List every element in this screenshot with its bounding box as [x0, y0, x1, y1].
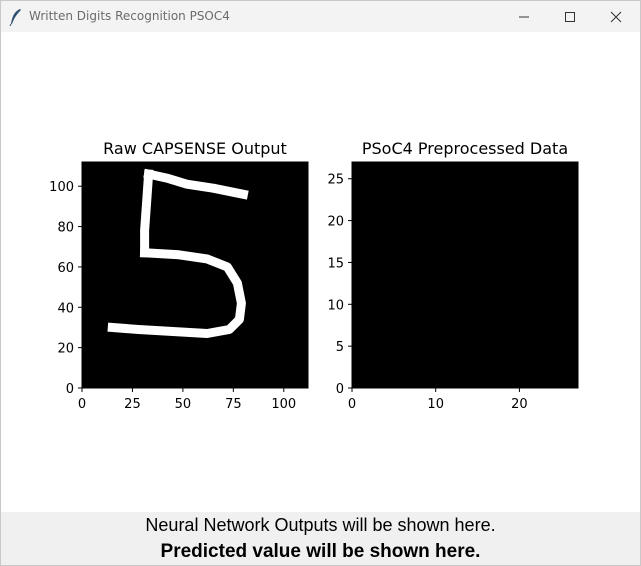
preprocessed-chart-title: PSoC4 Preprocessed Data	[362, 139, 568, 158]
raw-xtick-label: 25	[124, 397, 141, 412]
maximize-button[interactable]	[547, 1, 593, 32]
preprocessed-xtick-label: 20	[511, 397, 528, 412]
close-button[interactable]	[593, 1, 639, 32]
raw-ytick-label: 0	[66, 382, 74, 397]
preprocessed-ytick-label: 25	[327, 173, 344, 188]
plot-area: Raw CAPSENSE Output 0 25 50 75 1000204060801…	[49, 139, 579, 412]
preprocessed-ytick-label: 10	[327, 298, 344, 313]
digit-stroke-segment-2	[140, 169, 154, 258]
minimize-icon	[519, 16, 529, 18]
preprocessed-ytick-label: 0	[336, 382, 344, 397]
raw-ytick-label: 80	[57, 221, 74, 236]
prediction-label: Predicted value will be shown here.	[160, 541, 481, 562]
title-bar[interactable]: Written Digits Recognition PSOC4	[1, 1, 640, 32]
preprocessed-image-frame	[351, 161, 579, 389]
raw-image-frame	[81, 161, 309, 389]
preprocessed-xtick-label: 10	[427, 397, 444, 412]
raw-ytick-label: 40	[57, 301, 74, 316]
raw-xtick-label: 0	[78, 397, 86, 412]
raw-chart-axes: 0 25 50 75 100 0 20 40 60 80 100	[49, 180, 296, 412]
preprocessed-ytick-label: 5	[336, 340, 344, 355]
feather-icon	[9, 9, 21, 26]
preprocessed-chart-axes: 0 10 20 0 5 10 15 20 25	[327, 173, 527, 412]
nn-outputs-label: Neural Network Outputs will be shown her…	[145, 515, 496, 535]
digit-stroke	[107, 168, 249, 338]
raw-ytick-label: 60	[57, 261, 74, 276]
digit-stroke-segment-3	[107, 248, 246, 338]
close-icon	[610, 11, 622, 23]
raw-ytick-label: 100	[49, 180, 74, 195]
output-panel: Neural Network Outputs will be shown her…	[1, 512, 640, 565]
minimize-button[interactable]	[501, 1, 547, 32]
plot-canvas: Raw CAPSENSE Output 0 25 50 75 100 0 20 40 60 80 1…	[1, 32, 640, 512]
raw-xtick-label: 100	[271, 397, 296, 412]
raw-xtick-label: 75	[225, 397, 242, 412]
preprocessed-ytick-label: 20	[327, 215, 344, 230]
preprocessed-ytick-label: 15	[327, 256, 344, 271]
raw-chart-title: Raw CAPSENSE Output	[103, 139, 287, 158]
preprocessed-xtick-label: 0	[348, 397, 356, 412]
maximize-icon	[565, 12, 575, 22]
raw-xtick-label: 50	[175, 397, 192, 412]
window-title: Written Digits Recognition PSOC4	[29, 9, 230, 23]
digit-stroke-segment-1	[143, 168, 249, 200]
raw-ytick-label: 20	[57, 342, 74, 357]
